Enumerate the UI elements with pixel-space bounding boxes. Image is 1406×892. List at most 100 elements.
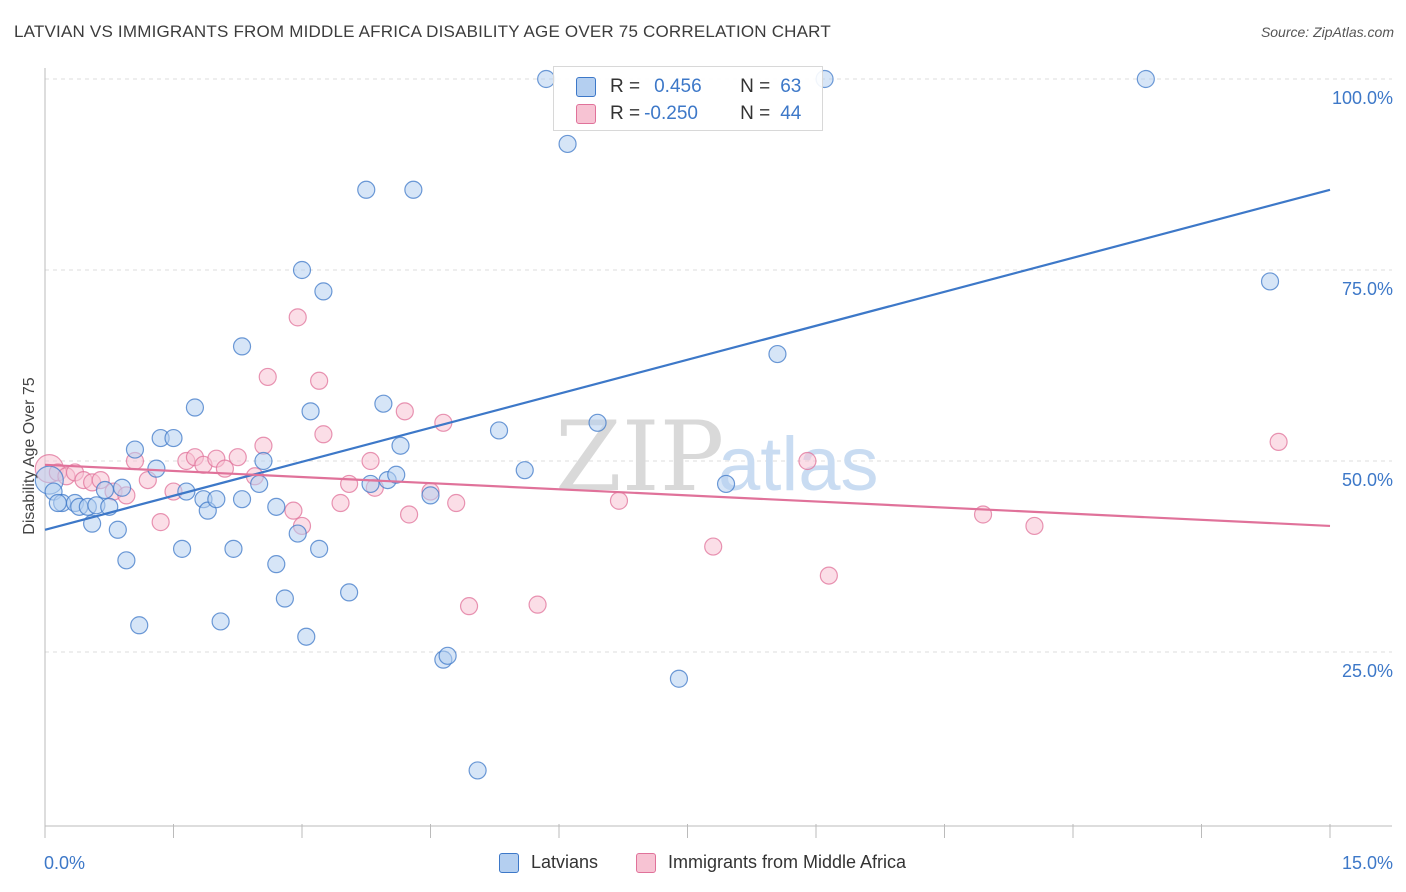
latvians-point [147, 459, 166, 478]
middle-africa-point [361, 451, 380, 471]
latvians-point [1136, 69, 1155, 89]
latvians-swatch [576, 77, 596, 97]
latvians-point [224, 539, 243, 558]
middle-africa-point [331, 493, 350, 513]
latvians-point [95, 480, 115, 500]
middle-africa-trend-line [44, 463, 1331, 528]
latvians-point [292, 260, 312, 280]
latvians-point [207, 490, 226, 509]
latvians-point [391, 436, 410, 455]
latvians-point [250, 474, 269, 494]
middle-africa-point [151, 513, 170, 532]
middle-africa-legend-label: Immigrants from Middle Africa [668, 852, 907, 872]
latvians-point [716, 474, 736, 494]
latvians-point [314, 282, 333, 301]
r-label: R = [610, 76, 641, 97]
latvians-point [340, 583, 359, 602]
y-tick-label: 50.0% [1342, 470, 1393, 490]
middle-africa-point [254, 436, 273, 455]
middle-africa-point [288, 308, 307, 327]
middle-africa-point [459, 597, 479, 616]
legend-item-latvians[interactable]: Latvians [499, 852, 598, 873]
grid-lines [45, 78, 1392, 653]
latvians-trend-line [44, 188, 1331, 531]
middle-africa-swatch [576, 104, 596, 124]
middle-africa-point [704, 537, 723, 556]
latvians-point [232, 490, 252, 509]
latvians-point [361, 474, 380, 494]
middle-africa-point [528, 595, 547, 614]
latvians-point [387, 465, 406, 484]
middle-africa-point [284, 501, 303, 520]
source-label: Source: ZipAtlas.com [1260, 24, 1394, 40]
latvians-point [438, 646, 457, 665]
axes [44, 68, 1392, 838]
stats-legend-row-middle-africa: R = -0.250 N = 44 [576, 102, 801, 126]
legend-item-middle-africa[interactable]: Immigrants from Middle Africa [636, 852, 906, 873]
middle-africa-point [228, 448, 247, 467]
trend-lines [44, 188, 1331, 531]
latvians-point [211, 612, 230, 631]
latvians-point [489, 421, 509, 440]
latvians-point [232, 337, 252, 356]
middle-africa-point [314, 425, 333, 444]
latvians-point [108, 520, 127, 539]
n-label: N = [740, 103, 771, 124]
middle-africa-point [819, 566, 838, 585]
latvians-point [768, 344, 787, 364]
stats-legend: R = 0.456 N = 63 R = -0.250 N = 44 [553, 66, 823, 131]
middle-africa-point [395, 402, 414, 421]
latvians-point [48, 493, 67, 513]
latvians-point [301, 402, 320, 421]
latvians-point [117, 551, 136, 570]
r-label: R = [610, 103, 641, 124]
latvians-point [130, 616, 149, 635]
latvians-point [172, 539, 192, 558]
n-label: N = [740, 76, 771, 97]
latvians-point [310, 539, 329, 558]
watermark: ZIP atlas [555, 401, 879, 513]
latvians-point [357, 180, 376, 199]
latvians-legend-swatch [499, 852, 519, 873]
middle-africa-point [399, 505, 419, 524]
watermark-zip: ZIP [555, 401, 724, 513]
latvians-point [558, 134, 577, 154]
latvians-point [297, 627, 316, 646]
latvians-point [267, 555, 286, 574]
x-tick-label: 15.0% [1342, 853, 1393, 873]
stats-legend-row-latvians: R = 0.456 N = 63 [576, 75, 801, 99]
latvians-point [125, 440, 145, 459]
middle-africa-point [310, 371, 329, 390]
watermark-atlas: atlas [718, 422, 879, 507]
middle-africa-point [1269, 432, 1288, 451]
chart-title: LATVIAN VS IMMIGRANTS FROM MIDDLE AFRICA… [14, 22, 831, 41]
y-axis-label: Disability Age Over 75 [21, 377, 38, 535]
tick-labels: 25.0% 50.0% 75.0% 100.0% 0.0% 15.0% [44, 88, 1393, 873]
latvians-point [288, 524, 307, 543]
y-tick-label: 75.0% [1342, 279, 1393, 299]
latvians-point [404, 180, 423, 199]
middle-africa-point [258, 367, 277, 387]
y-tick-label: 25.0% [1342, 661, 1393, 681]
latvians-point [1260, 272, 1280, 291]
n-value: 44 [780, 103, 802, 124]
n-value: 63 [780, 76, 802, 97]
middle-africa-point [609, 491, 629, 510]
latvians-point [374, 394, 393, 413]
r-value: 0.456 [654, 76, 702, 97]
latvians-point [275, 589, 294, 608]
y-tick-label: 100.0% [1332, 88, 1393, 108]
r-value: -0.250 [644, 103, 698, 124]
data-points [34, 69, 1288, 780]
middle-africa-point [1025, 516, 1044, 536]
latvians-point [468, 761, 487, 780]
middle-africa-point [798, 451, 817, 471]
latvians-point [254, 451, 273, 471]
latvians-point [267, 497, 286, 516]
middle-africa-legend-swatch [636, 852, 656, 873]
latvians-point [588, 413, 607, 432]
latvians-point [185, 398, 205, 417]
latvians-point [164, 428, 183, 448]
latvians-point [669, 669, 689, 688]
